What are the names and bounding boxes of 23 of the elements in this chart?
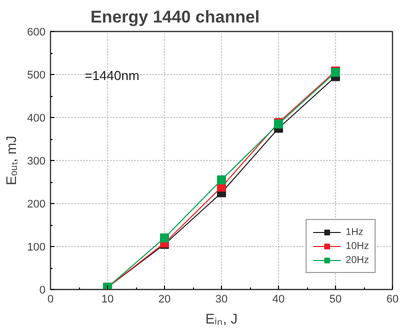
x-axis-title: Eᵢₙ, J (205, 310, 238, 326)
x-tick-label: 0 (47, 294, 54, 306)
annotation: =1440nm (84, 68, 140, 84)
y-tick-label: 600 (27, 26, 46, 38)
legend-label: 10Hz (346, 240, 369, 252)
x-tick-label: 60 (386, 294, 399, 306)
x-tick-label: 50 (329, 294, 342, 306)
x-tick-label: 10 (101, 294, 114, 306)
y-tick-label: 400 (27, 112, 46, 124)
y-tick-label: 100 (27, 242, 46, 254)
point (217, 175, 226, 184)
y-tick-label: 500 (27, 70, 46, 82)
x-tick-label: 20 (158, 294, 171, 306)
x-tick-label: 40 (272, 294, 285, 306)
x-tick-label: 30 (215, 294, 228, 306)
y-tick-label: 300 (27, 156, 46, 168)
y-tick-label: 200 (27, 198, 46, 210)
y-tick-label: 0 (39, 284, 46, 296)
point (160, 233, 169, 242)
legend-label: 20Hz (346, 254, 369, 266)
chart-title: Energy 1440 channel (90, 8, 260, 26)
y-axis-title: Eₒᵤₜ, mJ (3, 136, 20, 186)
legend-label: 1Hz (346, 226, 364, 238)
